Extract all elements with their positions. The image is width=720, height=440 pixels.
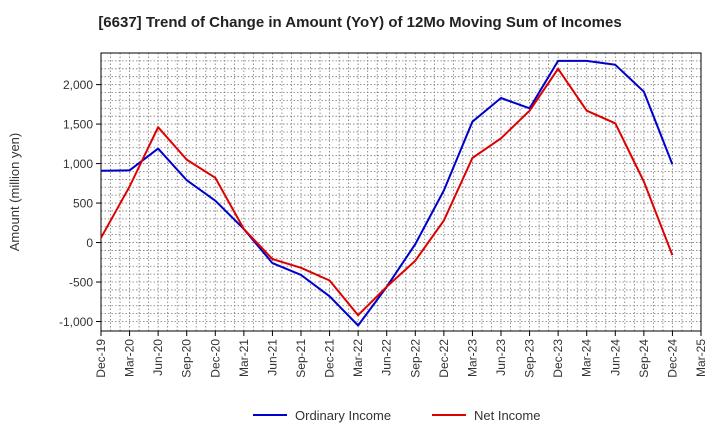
- series-lines: [100, 59, 674, 327]
- y-tick-label: 0: [86, 236, 93, 250]
- x-tick-label: Sep-24: [637, 339, 651, 378]
- y-tick-label: -1,000: [59, 315, 93, 329]
- x-tick-label: Jun-22: [380, 339, 394, 376]
- y-axis-label: Amount (million yen): [7, 133, 22, 252]
- x-tick-label: Mar-20: [123, 339, 137, 377]
- x-tick-label: Jun-24: [608, 339, 622, 376]
- x-tick-label: Dec-20: [208, 339, 222, 378]
- x-tick-label: Jun-20: [151, 339, 165, 376]
- y-tick-label: 2,000: [63, 78, 93, 92]
- x-axis: Dec-19 Mar-20 Jun-20 Sep-20 Dec-20 Mar-21 Jun-…: [94, 331, 708, 378]
- y-tick-label: 1,500: [63, 118, 93, 132]
- x-tick-label: Mar-24: [580, 339, 594, 377]
- series-line: [100, 67, 674, 317]
- grid: [101, 53, 701, 331]
- x-tick-label: Sep-22: [408, 339, 422, 378]
- x-tick-label: Mar-23: [465, 339, 479, 377]
- legend-label: Ordinary Income: [295, 408, 391, 423]
- x-tick-label: Mar-25: [694, 339, 708, 377]
- x-tick-label: Sep-23: [523, 339, 537, 378]
- x-tick-label: Sep-21: [294, 339, 308, 378]
- y-tick-label: -500: [69, 276, 93, 290]
- x-tick-label: Mar-22: [351, 339, 365, 377]
- x-tick-label: Jun-23: [494, 339, 508, 376]
- legend: Ordinary Income Net Income: [253, 408, 540, 423]
- x-tick-label: Dec-19: [94, 339, 108, 378]
- x-tick-label: Dec-21: [323, 339, 337, 378]
- plot-area: [100, 52, 702, 332]
- legend-label: Net Income: [474, 408, 540, 423]
- x-tick-label: Dec-22: [437, 339, 451, 378]
- x-tick-label: Sep-20: [180, 339, 194, 378]
- x-tick-label: Mar-21: [237, 339, 251, 377]
- y-tick-label: 500: [73, 197, 93, 211]
- y-tick-label: 1,000: [63, 157, 93, 171]
- x-tick-label: Dec-23: [551, 339, 565, 378]
- chart-title: [6637] Trend of Change in Amount (YoY) o…: [98, 14, 622, 31]
- x-tick-label: Dec-24: [665, 339, 679, 378]
- x-tick-label: Jun-21: [265, 339, 279, 376]
- y-axis: -1,000 -500 0 500 1,000 1,500 2,000: [59, 78, 101, 329]
